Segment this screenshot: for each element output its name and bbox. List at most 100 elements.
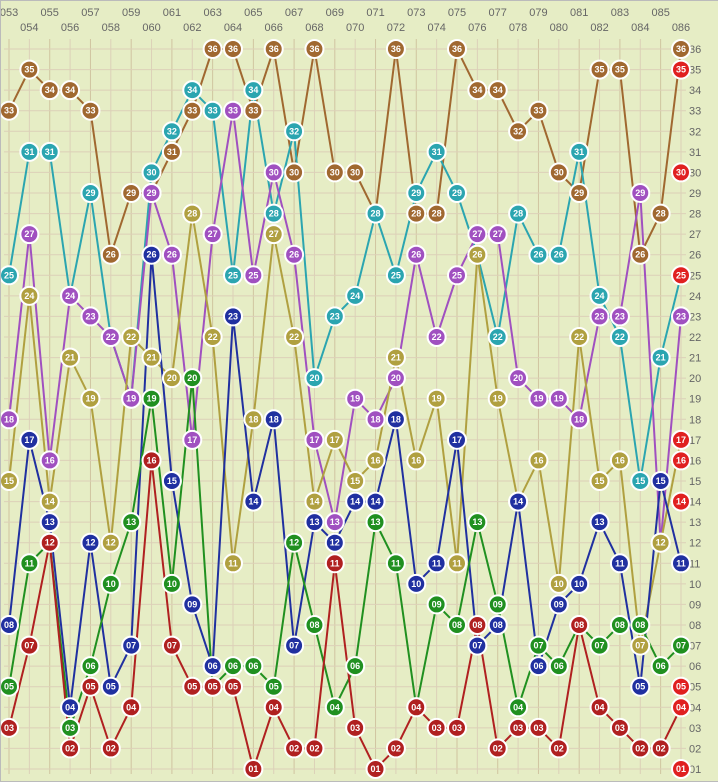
point-label: 35 — [615, 65, 625, 75]
point-label: 30 — [289, 167, 299, 177]
point-label: 18 — [269, 414, 279, 424]
point-label: 19 — [85, 394, 95, 404]
point-label: 19 — [126, 394, 136, 404]
point-label: 03 — [4, 723, 14, 733]
point-label: 07 — [595, 641, 605, 651]
y-axis-label: 24 — [689, 291, 701, 303]
x-axis-label: 077 — [489, 7, 507, 19]
point-label: 08 — [472, 620, 482, 630]
point-label: 34 — [248, 85, 258, 95]
point-label: 31 — [45, 147, 55, 157]
point-label: 03 — [452, 723, 462, 733]
point-label: 02 — [106, 743, 116, 753]
point-label: 27 — [472, 229, 482, 239]
x-axis-label: 082 — [590, 22, 608, 34]
x-axis-label: 086 — [672, 22, 690, 34]
point-label: 25 — [248, 270, 258, 280]
point-label: 02 — [554, 743, 564, 753]
point-label: 32 — [289, 126, 299, 136]
point-label: 08 — [574, 620, 584, 630]
point-label: 03 — [513, 723, 523, 733]
y-axis-label: 20 — [689, 373, 701, 385]
point-label: 13 — [45, 517, 55, 527]
point-label: 33 — [228, 106, 238, 116]
point-label: 16 — [371, 455, 381, 465]
point-label: 14 — [371, 497, 381, 507]
y-axis-label: 33 — [689, 106, 701, 118]
point-label: 08 — [615, 620, 625, 630]
point-label: 19 — [147, 394, 157, 404]
point-label: 23 — [615, 311, 625, 321]
x-axis-label: 068 — [305, 22, 323, 34]
point-label: 09 — [187, 599, 197, 609]
point-label: 02 — [656, 743, 666, 753]
point-label: 32 — [513, 126, 523, 136]
point-label: 07 — [126, 641, 136, 651]
y-axis-label: 27 — [689, 229, 701, 241]
highlight-label: 01 — [676, 764, 686, 774]
point-label: 15 — [167, 476, 177, 486]
y-axis-label: 15 — [689, 476, 701, 488]
point-label: 03 — [350, 723, 360, 733]
point-label: 22 — [208, 332, 218, 342]
point-label: 03 — [432, 723, 442, 733]
point-label: 34 — [65, 85, 75, 95]
x-axis-label: 062 — [183, 22, 201, 34]
point-label: 08 — [635, 620, 645, 630]
point-label: 29 — [574, 188, 584, 198]
point-label: 28 — [269, 209, 279, 219]
point-label: 33 — [533, 106, 543, 116]
x-axis-label: 079 — [529, 7, 547, 19]
highlight-label: 30 — [676, 167, 686, 177]
point-label: 30 — [147, 167, 157, 177]
point-label: 28 — [187, 209, 197, 219]
x-axis-label: 055 — [41, 7, 59, 19]
y-axis-label: 06 — [689, 661, 701, 673]
point-label: 34 — [45, 85, 55, 95]
point-label: 13 — [126, 517, 136, 527]
point-label: 36 — [452, 44, 462, 54]
point-label: 25 — [4, 270, 14, 280]
y-axis-label: 18 — [689, 414, 701, 426]
y-axis-label: 22 — [689, 332, 701, 344]
point-label: 17 — [309, 435, 319, 445]
point-label: 18 — [4, 414, 14, 424]
y-axis-label: 34 — [689, 85, 701, 97]
point-label: 06 — [350, 661, 360, 671]
point-label: 11 — [330, 558, 340, 568]
point-label: 27 — [493, 229, 503, 239]
point-label: 07 — [635, 641, 645, 651]
point-label: 26 — [635, 250, 645, 260]
point-label: 26 — [167, 250, 177, 260]
point-label: 10 — [106, 579, 116, 589]
x-axis-label: 067 — [285, 7, 303, 19]
y-axis-label: 08 — [689, 620, 701, 632]
point-label: 28 — [371, 209, 381, 219]
point-label: 07 — [676, 641, 686, 651]
point-label: 04 — [65, 702, 75, 712]
point-label: 05 — [228, 682, 238, 692]
point-label: 05 — [85, 682, 95, 692]
x-axis-label: 066 — [265, 22, 283, 34]
x-axis-label: 080 — [550, 22, 568, 34]
point-label: 26 — [106, 250, 116, 260]
point-label: 16 — [147, 455, 157, 465]
point-label: 16 — [411, 455, 421, 465]
point-label: 19 — [350, 394, 360, 404]
point-label: 02 — [309, 743, 319, 753]
point-label: 14 — [309, 497, 319, 507]
point-label: 22 — [106, 332, 116, 342]
point-label: 07 — [24, 641, 34, 651]
point-label: 04 — [269, 702, 279, 712]
x-axis-label: 059 — [122, 7, 140, 19]
point-label: 15 — [595, 476, 605, 486]
point-label: 29 — [411, 188, 421, 198]
point-label: 28 — [513, 209, 523, 219]
point-label: 16 — [615, 455, 625, 465]
point-label: 03 — [615, 723, 625, 733]
point-label: 25 — [228, 270, 238, 280]
x-axis-label: 083 — [611, 7, 629, 19]
x-axis-label: 057 — [81, 7, 99, 19]
point-label: 26 — [147, 250, 157, 260]
highlight-label: 14 — [676, 497, 686, 507]
